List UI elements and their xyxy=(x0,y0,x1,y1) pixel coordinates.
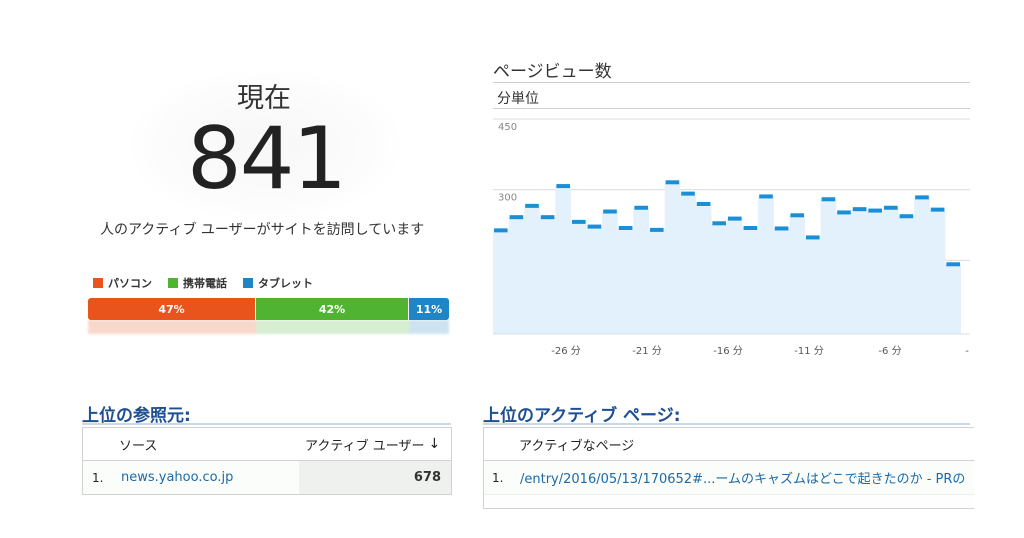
chart-bar[interactable] xyxy=(650,227,664,232)
y-tick-label: 450 xyxy=(498,122,517,133)
pageviews-unit-label: 分単位 xyxy=(497,91,539,107)
x-tick-label: -16 分 xyxy=(713,345,743,357)
referrers-title-underline xyxy=(82,423,451,425)
chart-bar[interactable] xyxy=(743,226,758,230)
chart-bar[interactable] xyxy=(774,226,789,231)
chart-bar[interactable] xyxy=(634,205,648,210)
device-share-tablet-label: 11% xyxy=(415,302,443,316)
chart-bar[interactable] xyxy=(868,208,882,213)
chart-bar[interactable] xyxy=(806,235,820,240)
chart-bar[interactable] xyxy=(572,219,586,224)
legend-label-mobile: 携帯電話 xyxy=(183,277,227,290)
chart-bar[interactable] xyxy=(525,203,539,208)
chart-bar[interactable] xyxy=(821,197,836,202)
x-tick-label: -6 分 xyxy=(878,345,901,357)
chart-bar[interactable] xyxy=(603,209,617,214)
chart-bar[interactable] xyxy=(587,224,602,229)
pageviews-title: ページビュー数 xyxy=(493,62,612,82)
chart-area xyxy=(493,182,961,334)
chart-bar[interactable] xyxy=(790,213,804,218)
chart-bar[interactable] xyxy=(556,184,570,189)
chart-bar[interactable] xyxy=(665,180,680,185)
active-users-caption: 人のアクティブ ユーザーがサイトを訪問しています xyxy=(100,222,425,238)
chart-bar[interactable] xyxy=(712,221,726,226)
chart-bar[interactable] xyxy=(837,210,851,215)
active-page-link[interactable]: /entry/2016/05/13/170652#...ームのキャズムはどこで起… xyxy=(520,472,966,487)
legend-item-desktop: パソコン xyxy=(93,275,152,291)
col-active-page-header[interactable]: アクティブなページ xyxy=(519,438,635,454)
chart-bar[interactable] xyxy=(696,201,711,206)
chart-bar[interactable] xyxy=(899,214,914,219)
device-share-desktop-label: 47% xyxy=(158,302,185,316)
device-share-mobile[interactable]: 42% xyxy=(256,298,409,320)
chart-bar[interactable] xyxy=(728,216,742,221)
chart-bar[interactable] xyxy=(915,195,929,200)
device-share-tablet[interactable]: 11% xyxy=(409,298,449,320)
device-share-bar: 47% 42% 11% xyxy=(88,298,449,320)
legend-swatch-tablet xyxy=(243,278,253,288)
source-link[interactable]: news.yahoo.co.jp xyxy=(121,470,234,485)
active-user-count: 841 xyxy=(187,109,347,209)
active-pages-title-underline xyxy=(483,423,970,425)
chart-bar[interactable] xyxy=(930,207,945,212)
table-row[interactable]: 1. /entry/2016/05/13/170652#...ームのキャズムはど… xyxy=(484,461,974,494)
table-row[interactable]: 1. news.yahoo.co.jp 678 xyxy=(83,461,451,494)
col-active-users-header[interactable]: アクティブ ユーザー xyxy=(305,438,425,454)
legend-label-desktop: パソコン xyxy=(108,277,152,290)
x-tick-label: -26 分 xyxy=(551,345,581,357)
arrow-down-icon[interactable]: ↓ xyxy=(428,436,441,452)
chart-bar[interactable] xyxy=(540,215,555,220)
chart-bar[interactable] xyxy=(618,226,633,230)
chart-bar[interactable] xyxy=(946,262,960,267)
x-tick-label: - xyxy=(965,346,969,357)
counter-glow xyxy=(130,70,400,220)
legend-item-tablet: タブレット xyxy=(243,275,313,291)
referrers-table-header: ソース アクティブ ユーザー ↓ xyxy=(83,428,451,461)
legend-swatch-desktop xyxy=(93,278,103,288)
active-pages-table: アクティブなページ 1. /entry/2016/05/13/170652#..… xyxy=(483,427,974,509)
device-legend: パソコン 携帯電話 タブレット xyxy=(93,275,313,291)
device-share-desktop[interactable]: 47% xyxy=(88,298,256,320)
active-pages-table-header: アクティブなページ xyxy=(484,428,974,461)
table-row-partial xyxy=(484,494,974,508)
source-active-users: 678 xyxy=(299,461,451,494)
active-pages-title: 上位のアクティブ ページ: xyxy=(483,406,681,426)
now-label: 現在 xyxy=(237,83,291,114)
chart-bar[interactable] xyxy=(884,205,898,210)
legend-label-tablet: タブレット xyxy=(258,277,313,290)
row-rank: 1. xyxy=(92,470,104,485)
device-bar-reflection xyxy=(88,320,449,334)
col-source-header[interactable]: ソース xyxy=(119,438,158,454)
referrers-title: 上位の参照元: xyxy=(82,406,191,426)
chart-bar[interactable] xyxy=(852,207,867,212)
legend-swatch-mobile xyxy=(168,278,178,288)
y-tick-label: 300 xyxy=(498,193,517,204)
chart-title-divider xyxy=(493,82,970,83)
device-share-mobile-label: 42% xyxy=(318,302,346,316)
chart-bar[interactable] xyxy=(681,191,695,196)
x-tick-label: -21 分 xyxy=(632,345,662,357)
chart-bar[interactable] xyxy=(759,194,773,199)
chart-bar[interactable] xyxy=(509,215,524,220)
chart-bar[interactable] xyxy=(494,228,508,233)
x-tick-label: -11 分 xyxy=(794,345,824,357)
referrers-table: ソース アクティブ ユーザー ↓ 1. news.yahoo.co.jp 678 xyxy=(82,427,452,495)
legend-item-mobile: 携帯電話 xyxy=(168,275,227,291)
pageviews-chart[interactable]: 450300150-26 分-21 分-16 分-11 分-6 分- xyxy=(493,108,970,364)
row-rank: 1. xyxy=(492,470,504,485)
chart-unit-divider xyxy=(493,108,970,109)
